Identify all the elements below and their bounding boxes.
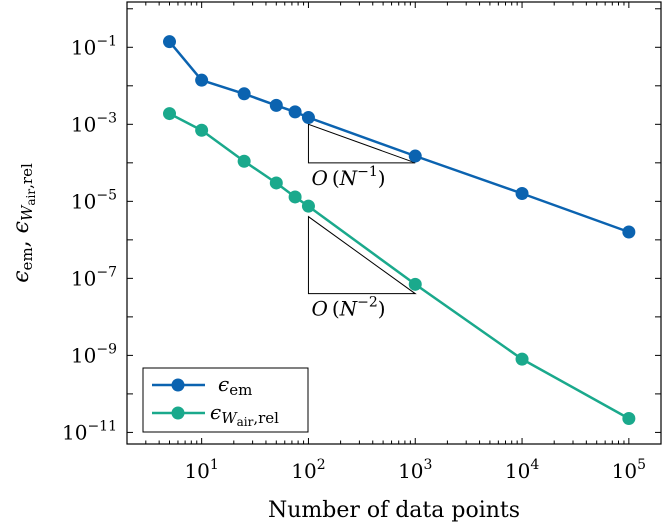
slope-triangle-1 [307, 123, 416, 164]
slope-label-1: O (N−1) [311, 164, 385, 190]
slope-triangle-2 [307, 215, 417, 295]
y-tick-label: 10−1 [71, 33, 117, 59]
data-point [163, 107, 176, 121]
plot-area [126, 1, 662, 445]
data-point [301, 199, 315, 213]
y-tick-label: 10−5 [71, 187, 117, 213]
legend-marker-em [171, 378, 185, 392]
data-point [408, 277, 422, 291]
legend-marker-wair [171, 406, 185, 420]
slope-annotations: O (N−1) O (N−2) [307, 123, 417, 321]
data-point [195, 73, 209, 87]
y-tick-label: 10−7 [71, 264, 117, 290]
data-point [195, 123, 209, 137]
series-layer [163, 35, 636, 425]
data-point [515, 186, 529, 200]
data-point [622, 225, 636, 239]
series-em [163, 35, 636, 239]
legend-label-wair: ϵWair,rel [210, 400, 279, 429]
legend-label-em: ϵem [218, 372, 252, 399]
x-tick-label: 104 [505, 457, 539, 483]
data-point [269, 98, 283, 112]
legend: ϵem ϵWair,rel [142, 367, 309, 433]
data-point [515, 352, 529, 366]
x-tick-label: 103 [398, 457, 432, 483]
series-line [168, 40, 630, 234]
data-point [288, 190, 302, 204]
data-point [288, 105, 302, 119]
data-point [301, 111, 315, 125]
y-tick-label: 10−3 [71, 110, 117, 136]
x-tick-label: 102 [291, 457, 325, 483]
axis-ticks: 101 102 103 104 105 10−1 10−3 10−5 10−7 10−9 10−11 [62, 2, 662, 483]
slope-label-2: O (N−2) [311, 295, 385, 321]
x-tick-label: 105 [612, 457, 646, 483]
data-point [269, 176, 283, 190]
x-axis-title: Number of data points [268, 498, 520, 523]
data-point [163, 35, 176, 49]
series-wair-rel [163, 107, 636, 425]
y-tick-label: 10−11 [62, 418, 117, 444]
legend-box [142, 367, 309, 433]
x-tick-label: 101 [184, 457, 218, 483]
y-axis-title: ϵem, ϵWair,rel [9, 163, 38, 283]
data-point [237, 154, 251, 168]
data-point [408, 149, 422, 163]
data-point [622, 411, 636, 425]
data-point [237, 87, 251, 101]
y-tick-label: 10−9 [71, 341, 117, 367]
